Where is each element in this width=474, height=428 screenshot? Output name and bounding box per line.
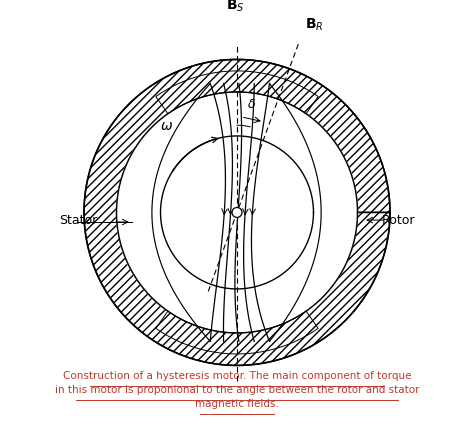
Text: $\omega$: $\omega$ bbox=[160, 119, 173, 134]
Text: in this motor is proponional to the angle between the rotor and stator: in this motor is proponional to the angl… bbox=[55, 385, 419, 395]
Polygon shape bbox=[156, 311, 318, 354]
Circle shape bbox=[232, 208, 242, 217]
Text: $\delta$: $\delta$ bbox=[247, 98, 256, 111]
Polygon shape bbox=[84, 59, 390, 366]
FancyBboxPatch shape bbox=[42, 40, 432, 428]
Text: $\mathbf{B}_S$: $\mathbf{B}_S$ bbox=[226, 0, 245, 14]
Text: Rotor: Rotor bbox=[382, 214, 415, 226]
Text: Construction of a hysteresis motor. The main component of torque: Construction of a hysteresis motor. The … bbox=[63, 372, 411, 381]
Circle shape bbox=[117, 92, 357, 333]
Text: $\mathbf{B}_R$: $\mathbf{B}_R$ bbox=[305, 16, 323, 33]
Text: Stator: Stator bbox=[59, 214, 98, 226]
Polygon shape bbox=[156, 71, 318, 114]
Text: magnetic fields.: magnetic fields. bbox=[195, 399, 279, 409]
